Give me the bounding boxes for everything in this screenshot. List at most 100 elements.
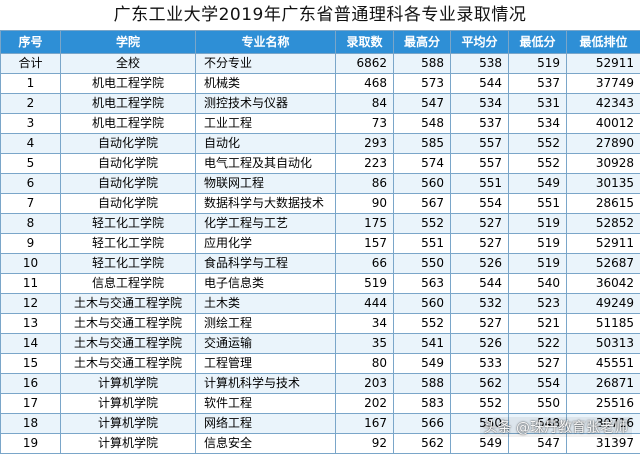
cell-avg-score: 562 — [451, 374, 509, 394]
cell-max-score: 588 — [394, 54, 451, 74]
cell-min-score: 551 — [509, 194, 567, 214]
cell-admitted: 84 — [336, 94, 394, 114]
cell-admitted: 35 — [336, 334, 394, 354]
cell-major: 信息安全 — [196, 434, 336, 454]
cell-index: 12 — [1, 294, 61, 314]
admission-table: 序号 学院 专业名称 录取数 最高分 平均分 最低分 最低排位 合计全校不分专业… — [0, 30, 640, 454]
cell-avg-score: 544 — [451, 274, 509, 294]
cell-admitted: 92 — [336, 434, 394, 454]
cell-min-rank: 52852 — [567, 214, 640, 234]
cell-max-score: 567 — [394, 194, 451, 214]
cell-major: 网络工程 — [196, 414, 336, 434]
cell-major: 工程管理 — [196, 354, 336, 374]
cell-max-score: 563 — [394, 274, 451, 294]
cell-major: 计算机科学与技术 — [196, 374, 336, 394]
cell-min-rank: 40012 — [567, 114, 640, 134]
col-header-max-score: 最高分 — [394, 31, 451, 54]
cell-major: 电气工程及其自动化 — [196, 154, 336, 174]
cell-index: 11 — [1, 274, 61, 294]
cell-min-rank: 27890 — [567, 134, 640, 154]
cell-avg-score: 544 — [451, 74, 509, 94]
cell-college: 计算机学院 — [61, 374, 196, 394]
cell-college: 信息工程学院 — [61, 274, 196, 294]
cell-max-score: 549 — [394, 354, 451, 374]
cell-college: 轻工化工学院 — [61, 214, 196, 234]
cell-min-score: 531 — [509, 94, 567, 114]
cell-avg-score: 527 — [451, 234, 509, 254]
cell-college: 机电工程学院 — [61, 74, 196, 94]
cell-college: 计算机学院 — [61, 394, 196, 414]
cell-index: 5 — [1, 154, 61, 174]
cell-max-score: 541 — [394, 334, 451, 354]
col-header-min-rank: 最低排位 — [567, 31, 640, 54]
cell-admitted: 293 — [336, 134, 394, 154]
cell-avg-score: 534 — [451, 94, 509, 114]
cell-min-rank: 52911 — [567, 54, 640, 74]
cell-admitted: 66 — [336, 254, 394, 274]
col-header-admitted: 录取数 — [336, 31, 394, 54]
cell-college: 土木与交通工程学院 — [61, 354, 196, 374]
cell-index: 1 — [1, 74, 61, 94]
cell-index: 13 — [1, 314, 61, 334]
cell-min-rank: 52911 — [567, 234, 640, 254]
cell-admitted: 203 — [336, 374, 394, 394]
cell-college: 自动化学院 — [61, 154, 196, 174]
cell-major: 机械类 — [196, 74, 336, 94]
cell-min-score: 552 — [509, 154, 567, 174]
cell-college: 自动化学院 — [61, 174, 196, 194]
cell-college: 土木与交通工程学院 — [61, 314, 196, 334]
cell-index: 3 — [1, 114, 61, 134]
cell-min-score: 523 — [509, 294, 567, 314]
cell-index: 6 — [1, 174, 61, 194]
cell-min-score: 537 — [509, 74, 567, 94]
cell-admitted: 73 — [336, 114, 394, 134]
cell-major: 食品科学与工程 — [196, 254, 336, 274]
cell-min-score: 554 — [509, 374, 567, 394]
cell-min-rank: 45551 — [567, 354, 640, 374]
cell-max-score: 574 — [394, 154, 451, 174]
cell-max-score: 560 — [394, 174, 451, 194]
cell-avg-score: 552 — [451, 394, 509, 414]
watermark: 头条 @珠丹教育张老师 — [480, 417, 632, 437]
cell-index: 14 — [1, 334, 61, 354]
cell-min-score: 540 — [509, 274, 567, 294]
cell-index: 7 — [1, 194, 61, 214]
cell-major: 测控技术与仪器 — [196, 94, 336, 114]
cell-major: 应用化学 — [196, 234, 336, 254]
cell-college: 全校 — [61, 54, 196, 74]
cell-min-rank: 52687 — [567, 254, 640, 274]
cell-avg-score: 557 — [451, 134, 509, 154]
cell-major: 软件工程 — [196, 394, 336, 414]
cell-admitted: 90 — [336, 194, 394, 214]
col-header-min-score: 最低分 — [509, 31, 567, 54]
cell-college: 机电工程学院 — [61, 94, 196, 114]
cell-college: 计算机学院 — [61, 434, 196, 454]
cell-major: 土木类 — [196, 294, 336, 314]
cell-college: 轻工化工学院 — [61, 254, 196, 274]
cell-min-rank: 50313 — [567, 334, 640, 354]
cell-avg-score: 527 — [451, 214, 509, 234]
cell-admitted: 34 — [336, 314, 394, 334]
cell-max-score: 585 — [394, 134, 451, 154]
cell-min-rank: 36042 — [567, 274, 640, 294]
cell-major: 化学工程与工艺 — [196, 214, 336, 234]
cell-max-score: 548 — [394, 114, 451, 134]
cell-min-rank: 25516 — [567, 394, 640, 414]
cell-admitted: 444 — [336, 294, 394, 314]
cell-max-score: 560 — [394, 294, 451, 314]
col-header-major: 专业名称 — [196, 31, 336, 54]
cell-min-score: 534 — [509, 114, 567, 134]
cell-max-score: 552 — [394, 214, 451, 234]
cell-index: 2 — [1, 94, 61, 114]
